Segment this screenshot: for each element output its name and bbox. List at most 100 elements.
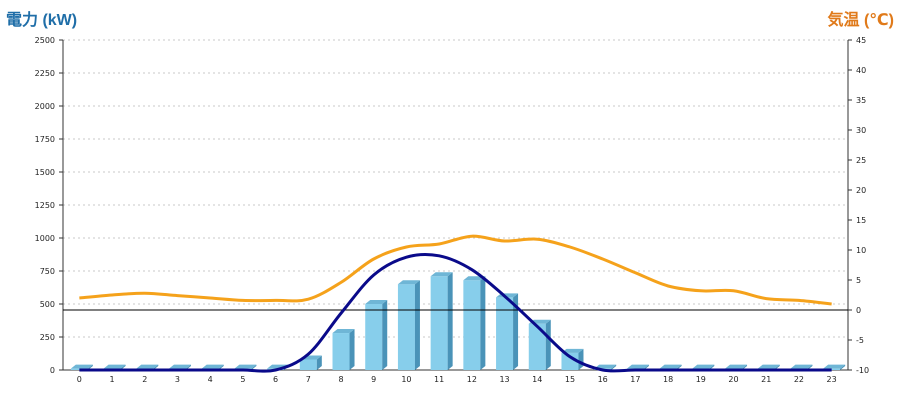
bar-top [659,364,682,369]
bar-top [168,364,191,369]
x-tick-label: 2 [142,375,147,384]
bar-side [382,300,388,370]
x-tick-label: 8 [338,375,343,384]
x-tick-label: 4 [208,375,213,384]
x-tick-label: 13 [499,375,509,384]
bar-11 [430,272,453,370]
left-tick-label: 2000 [35,102,55,111]
right-tick-label: -10 [856,366,869,375]
bar-top [561,348,584,353]
right-tick-label: -5 [856,336,864,345]
bar-front [463,280,481,370]
right-tick-label: 20 [856,186,866,195]
bar-front [823,368,841,370]
bar-side [349,329,355,370]
left-tick-label: 500 [40,300,55,309]
right-tick-label: 10 [856,246,866,255]
x-tick-label: 1 [110,375,115,384]
bar-top [397,280,420,285]
bar-side [316,355,322,370]
x-tick-label: 3 [175,375,180,384]
right-tick-label: 30 [856,126,866,135]
bar-top [463,276,486,281]
bar-side [414,280,420,370]
bar-top [757,364,780,369]
bar-top [823,364,846,369]
bar-side [513,293,519,370]
bar-front [365,304,383,370]
temperature-line [79,234,832,306]
bar-top [234,364,257,369]
bar-10 [397,280,420,370]
left-tick-label: 2500 [35,36,55,45]
x-tick-label: 16 [598,375,608,384]
bar-top [430,272,453,277]
left-tick-label: 750 [40,267,55,276]
bar-front [299,359,317,370]
right-tick-label: 35 [856,96,866,105]
left-tick-label: 1000 [35,234,55,243]
x-tick-label: 15 [565,375,575,384]
left-tick-label: 1750 [35,135,55,144]
bar-front [496,297,514,370]
right-tick-label: 40 [856,66,866,75]
x-tick-label: 17 [630,375,640,384]
bar-front [332,333,350,370]
bar-9 [365,300,388,370]
left-tick-label: 1250 [35,201,55,210]
left-tick-label: 250 [40,333,55,342]
right-tick-label: 25 [856,156,866,165]
bar-top [201,364,224,369]
bar-top [790,364,813,369]
x-tick-label: 9 [371,375,376,384]
x-tick-label: 20 [728,375,738,384]
bar-side [611,364,617,370]
right-tick-label: 45 [856,36,866,45]
x-tick-label: 11 [434,375,444,384]
bar-top [70,364,93,369]
bar-top [136,364,159,369]
x-tick-label: 19 [696,375,706,384]
bar-top [365,300,388,304]
x-tick-label: 12 [467,375,477,384]
bar-8 [332,329,355,370]
x-tick-label: 0 [77,375,82,384]
bar-23 [823,364,846,370]
x-tick-label: 23 [827,375,837,384]
x-tick-label: 22 [794,375,804,384]
bar-top [626,364,649,369]
bar-side [480,276,486,370]
bar-front [561,352,579,370]
bar-side [251,364,257,370]
left-tick-label: 2250 [35,69,55,78]
x-tick-label: 18 [663,375,673,384]
bar-front [397,284,415,370]
x-tick-label: 6 [273,375,278,384]
bar-front [430,276,448,370]
right-axis-title: 気温 (℃) [827,12,894,29]
bar-front [528,323,546,370]
bar-side [447,272,453,370]
bar-14 [528,319,551,370]
right-tick-label: 0 [856,306,861,315]
bar-top [594,364,617,369]
bar-top [103,364,126,369]
x-tick-label: 5 [240,375,245,384]
x-tick-label: 21 [761,375,771,384]
left-tick-label: 0 [50,366,55,375]
right-tick-label: 5 [856,276,861,285]
x-tick-label: 7 [306,375,311,384]
bar-15 [561,348,584,370]
right-tick-label: 15 [856,216,866,225]
bar-top [725,364,748,369]
x-tick-label: 10 [401,375,411,384]
power-line [79,252,832,373]
left-axis-title: 電力 (kW) [6,12,78,29]
bar-side [840,364,846,370]
bar-side [545,319,551,370]
bar-top [332,329,355,334]
bar-top [692,364,715,369]
bar-12 [463,276,486,370]
bar-13 [496,293,519,370]
